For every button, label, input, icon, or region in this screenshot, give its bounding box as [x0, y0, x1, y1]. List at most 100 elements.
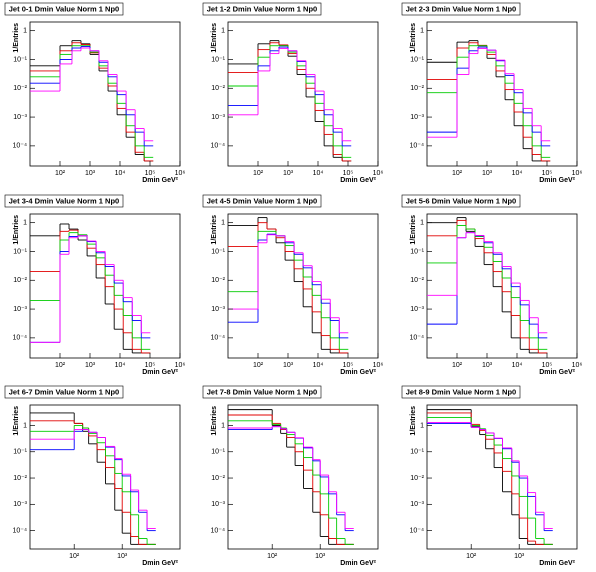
y-tick-label: 1: [420, 220, 424, 227]
chart-panel: 10² 10³ 10⁴ 10⁵ 10⁶ 10⁻⁴ 10⁻³ 10⁻² 10⁻¹ 1 Dmin GeV…: [202, 194, 384, 376]
plot-frame: [227, 21, 379, 167]
y-tick-label: 1: [221, 28, 225, 35]
chart-panel: 10² 10³ 10⁴ 10⁵ 10⁶ 10⁻⁴ 10⁻³ 10⁻² 10⁻¹ 1 Dmin GeV…: [4, 2, 186, 184]
x-tick-label: 10²: [253, 362, 264, 369]
plot-frame: [29, 404, 181, 550]
y-tick-label: 10⁻¹: [410, 248, 424, 255]
x-tick-label: 10⁴: [115, 170, 126, 177]
x-tick-label: 10⁶: [373, 362, 384, 369]
chart-title: Jet 2-3 Dmin Value Norm 1 Np0: [406, 4, 516, 13]
y-tick-label: 10⁻¹: [211, 248, 225, 255]
title-box: [401, 385, 521, 399]
title-box: [401, 2, 521, 16]
y-tick-label: 10⁻³: [13, 306, 27, 313]
y-tick-label: 10⁻³: [211, 306, 225, 313]
y-tick-label: 10⁻²: [13, 277, 27, 284]
y-tick-label: 10⁻²: [211, 277, 225, 284]
y-tick-label: 10⁻⁴: [13, 143, 28, 150]
y-tick-label: 10⁻²: [410, 277, 424, 284]
x-tick-label: 10²: [55, 362, 66, 369]
y-tick-label: 1: [221, 220, 225, 227]
y-tick-label: 10⁻⁴: [211, 527, 226, 534]
x-tick-label: 10⁵: [542, 362, 553, 369]
y-axis-label: 1/Entries: [13, 23, 20, 53]
x-axis-label: Dmin GeV²: [539, 560, 575, 567]
chart-panel: 10² 10³ 10⁻⁴ 10⁻³ 10⁻² 10⁻¹ 1 Dmin GeV² 1/Entrie…: [202, 385, 379, 567]
x-tick-label: 10³: [283, 170, 294, 177]
y-tick-label: 10⁻¹: [13, 449, 27, 456]
x-axis-label: Dmin GeV²: [142, 369, 178, 376]
y-tick-label: 1: [23, 422, 27, 429]
y-tick-label: 10⁻⁴: [13, 527, 28, 534]
x-tick-label: 10³: [514, 553, 525, 560]
y-tick-label: 10⁻³: [211, 114, 225, 121]
y-tick-label: 1: [221, 422, 225, 429]
x-tick-label: 10⁴: [115, 362, 126, 369]
x-tick-label: 10²: [253, 170, 264, 177]
y-tick-label: 10⁻⁴: [410, 527, 425, 534]
chart-panel: 10² 10³ 10⁴ 10⁵ 10⁶ 10⁻⁴ 10⁻³ 10⁻² 10⁻¹ 1 Dmin GeV…: [202, 2, 384, 184]
title-box: [202, 2, 322, 16]
x-tick-label: 10²: [69, 553, 80, 560]
y-tick-label: 10⁻⁴: [410, 335, 425, 342]
x-tick-label: 10³: [315, 553, 326, 560]
x-tick-label: 10⁴: [512, 362, 523, 369]
y-axis-label: 1/Entries: [13, 406, 20, 436]
y-tick-label: 10⁻⁴: [410, 143, 425, 150]
x-tick-label: 10⁵: [145, 362, 156, 369]
x-tick-label: 10³: [85, 170, 96, 177]
chart-panel: 10² 10³ 10⁴ 10⁵ 10⁶ 10⁻⁴ 10⁻³ 10⁻² 10⁻¹ 1 Dmin GeV…: [4, 194, 186, 376]
chart-title: Jet 3-4 Dmin Value Norm 1 Np0: [9, 196, 119, 205]
chart-title: Jet 6-7 Dmin Value Norm 1 Np0: [9, 387, 119, 396]
title-box: [401, 194, 521, 208]
x-tick-label: 10²: [55, 170, 66, 177]
y-tick-label: 10⁻¹: [211, 449, 225, 456]
x-tick-label: 10⁶: [175, 170, 186, 177]
chart-title: Jet 1-2 Dmin Value Norm 1 Np0: [207, 4, 317, 13]
x-tick-label: 10⁶: [175, 362, 186, 369]
y-tick-label: 10⁻⁴: [13, 335, 28, 342]
plot-frame: [29, 21, 181, 167]
y-tick-label: 10⁻³: [410, 114, 424, 121]
x-tick-label: 10⁵: [145, 170, 156, 177]
y-tick-label: 10⁻¹: [410, 449, 424, 456]
y-tick-label: 10⁻⁴: [211, 143, 226, 150]
x-tick-label: 10³: [117, 553, 128, 560]
x-tick-label: 10⁶: [373, 170, 384, 177]
x-tick-label: 10²: [466, 553, 477, 560]
x-axis-label: Dmin GeV²: [539, 177, 575, 184]
y-tick-label: 1: [420, 28, 424, 35]
y-tick-label: 10⁻¹: [13, 56, 27, 63]
plot-frame: [426, 404, 578, 550]
x-tick-label: 10⁴: [313, 362, 324, 369]
chart-title: Jet 7-8 Dmin Value Norm 1 Np0: [207, 387, 317, 396]
y-axis-label: 1/Entries: [211, 23, 218, 53]
title-box: [4, 194, 124, 208]
title-box: [202, 385, 322, 399]
y-axis-label: 1/Entries: [410, 23, 417, 53]
x-tick-label: 10⁵: [343, 170, 354, 177]
title-box: [202, 194, 322, 208]
x-axis-label: Dmin GeV²: [340, 560, 376, 567]
chart-title: Jet 4-5 Dmin Value Norm 1 Np0: [207, 196, 317, 205]
x-tick-label: 10²: [267, 553, 278, 560]
x-tick-label: 10²: [452, 362, 463, 369]
y-tick-label: 1: [23, 28, 27, 35]
x-tick-label: 10³: [482, 170, 493, 177]
x-axis-label: Dmin GeV²: [539, 369, 575, 376]
x-tick-label: 10⁶: [572, 170, 583, 177]
y-tick-label: 10⁻³: [13, 501, 27, 508]
chart-title: Jet 5-6 Dmin Value Norm 1 Np0: [406, 196, 516, 205]
y-tick-label: 10⁻¹: [13, 248, 27, 255]
title-box: [4, 385, 124, 399]
x-tick-label: 10³: [283, 362, 294, 369]
title-box: [4, 2, 124, 16]
y-tick-label: 10⁻³: [410, 501, 424, 508]
x-tick-label: 10³: [85, 362, 96, 369]
y-tick-label: 10⁻²: [410, 85, 424, 92]
plot-frame: [227, 404, 379, 550]
y-tick-label: 10⁻²: [211, 475, 225, 482]
y-axis-label: 1/Entries: [13, 215, 20, 245]
x-axis-label: Dmin GeV²: [142, 560, 178, 567]
